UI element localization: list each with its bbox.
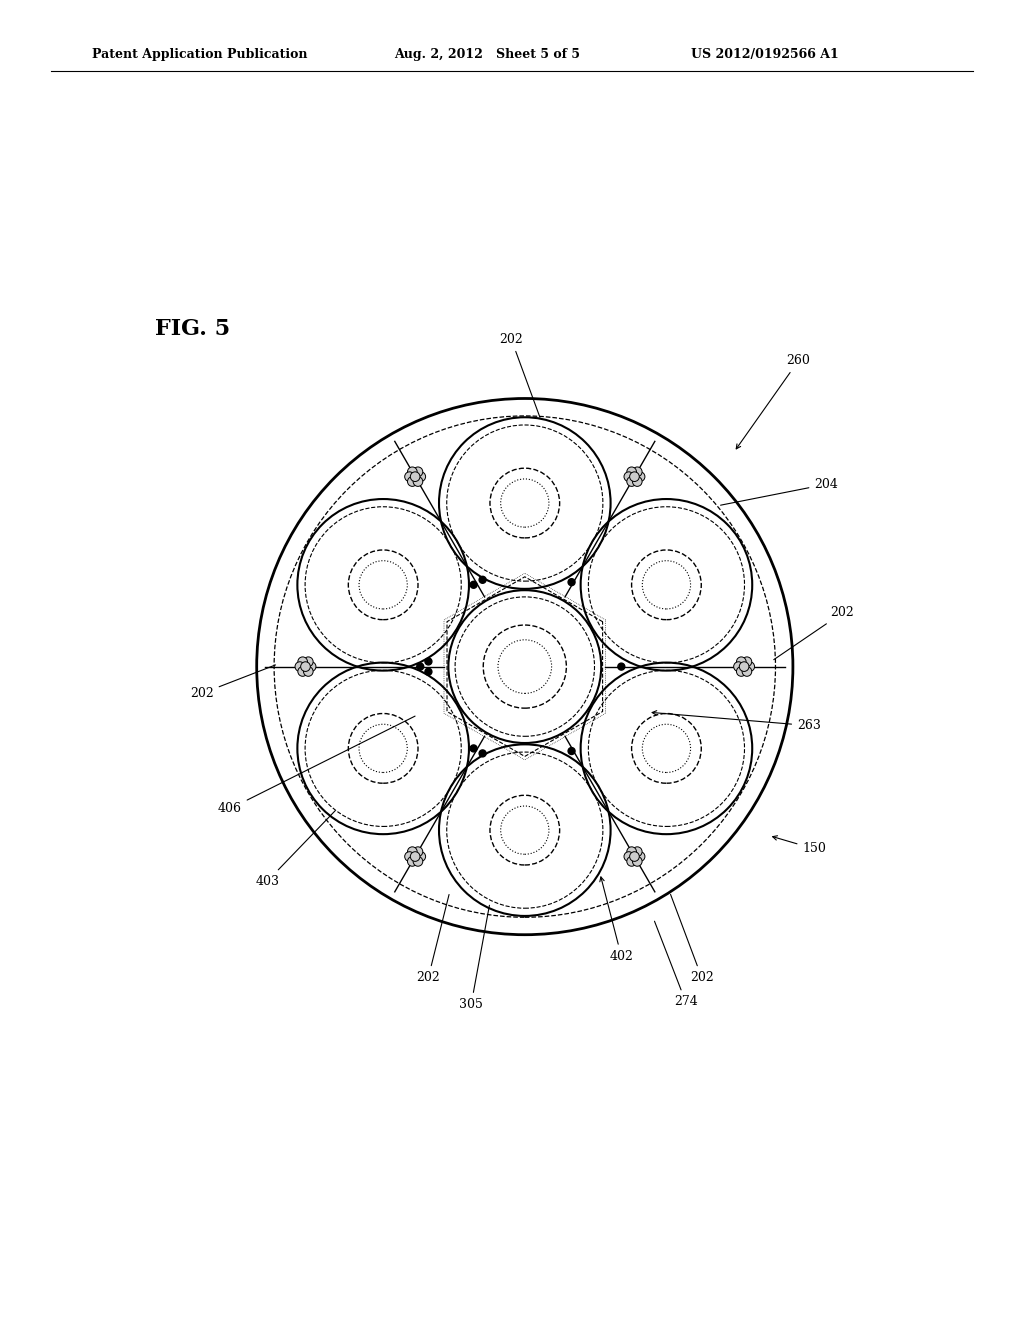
Circle shape	[470, 581, 477, 589]
Text: 406: 406	[218, 717, 415, 816]
Circle shape	[624, 471, 634, 482]
Circle shape	[736, 657, 746, 667]
Circle shape	[408, 477, 417, 486]
Circle shape	[425, 668, 432, 676]
Circle shape	[408, 857, 417, 866]
Circle shape	[404, 471, 415, 482]
Circle shape	[627, 857, 637, 866]
Circle shape	[635, 471, 645, 482]
Circle shape	[627, 467, 637, 477]
Circle shape	[411, 851, 420, 862]
Circle shape	[416, 851, 426, 862]
Circle shape	[630, 471, 639, 482]
Circle shape	[303, 667, 313, 676]
Text: 202: 202	[671, 895, 714, 985]
Circle shape	[630, 851, 639, 862]
Circle shape	[633, 477, 642, 486]
Circle shape	[635, 851, 645, 862]
Circle shape	[733, 661, 743, 672]
Circle shape	[416, 471, 426, 482]
Text: 274: 274	[654, 921, 697, 1008]
Circle shape	[411, 471, 420, 482]
Circle shape	[298, 667, 307, 676]
Circle shape	[479, 750, 486, 756]
Text: 202: 202	[190, 665, 275, 700]
Circle shape	[633, 857, 642, 866]
Circle shape	[295, 661, 305, 672]
Circle shape	[298, 657, 307, 667]
Circle shape	[568, 747, 575, 755]
Circle shape	[306, 661, 316, 672]
Circle shape	[617, 663, 625, 671]
Text: Patent Application Publication: Patent Application Publication	[92, 48, 307, 61]
Text: 263: 263	[652, 710, 821, 733]
Text: 204: 204	[721, 478, 839, 506]
Circle shape	[633, 847, 642, 857]
Text: Aug. 2, 2012   Sheet 5 of 5: Aug. 2, 2012 Sheet 5 of 5	[394, 48, 581, 61]
Circle shape	[301, 661, 310, 672]
Text: 403: 403	[255, 810, 335, 887]
Circle shape	[479, 577, 486, 583]
Circle shape	[303, 657, 313, 667]
Circle shape	[744, 661, 755, 672]
Text: FIG. 5: FIG. 5	[155, 318, 230, 341]
Circle shape	[739, 661, 749, 672]
Text: 202: 202	[500, 333, 540, 417]
Circle shape	[633, 467, 642, 477]
Text: 202: 202	[774, 606, 854, 660]
Text: 260: 260	[736, 355, 810, 449]
Circle shape	[413, 477, 423, 486]
Text: 150: 150	[773, 836, 826, 855]
Circle shape	[736, 667, 746, 676]
Circle shape	[742, 667, 752, 676]
Circle shape	[627, 847, 637, 857]
Circle shape	[413, 857, 423, 866]
Circle shape	[470, 744, 477, 752]
Text: 202: 202	[417, 895, 450, 985]
Circle shape	[417, 663, 424, 671]
Text: US 2012/0192566 A1: US 2012/0192566 A1	[691, 48, 839, 61]
Circle shape	[413, 847, 423, 857]
Circle shape	[425, 657, 432, 665]
Circle shape	[408, 847, 417, 857]
Circle shape	[413, 467, 423, 477]
Circle shape	[408, 467, 417, 477]
Circle shape	[627, 477, 637, 486]
Circle shape	[568, 578, 575, 586]
Circle shape	[624, 851, 634, 862]
Circle shape	[742, 657, 752, 667]
Text: 305: 305	[459, 906, 489, 1011]
Text: 402: 402	[600, 876, 633, 962]
Circle shape	[404, 851, 415, 862]
